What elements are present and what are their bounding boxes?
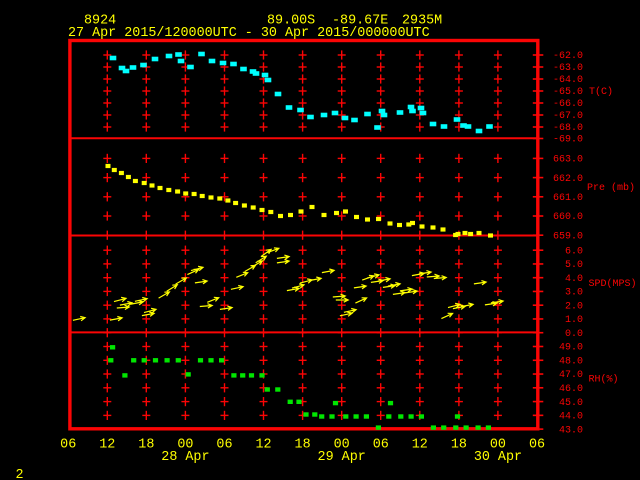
svg-text:-68.0: -68.0 xyxy=(553,123,583,134)
svg-text:5.0: 5.0 xyxy=(565,260,583,271)
svg-text:2.0: 2.0 xyxy=(565,301,583,312)
svg-text:RH(%): RH(%) xyxy=(589,374,619,386)
svg-text:30 Apr: 30 Apr xyxy=(474,450,522,465)
svg-text:28 Apr: 28 Apr xyxy=(161,450,209,465)
svg-text:3.0: 3.0 xyxy=(565,288,583,299)
svg-text:00: 00 xyxy=(490,438,506,453)
svg-text:89.00S: 89.00S xyxy=(267,14,315,29)
svg-text:00: 00 xyxy=(177,438,193,453)
svg-text:18: 18 xyxy=(295,438,311,453)
svg-text:-69.0: -69.0 xyxy=(553,135,583,146)
svg-text:2935M: 2935M xyxy=(402,14,442,29)
svg-text:T(C): T(C) xyxy=(589,86,613,98)
svg-text:27 Apr 2015/120000UTC - 30 Apr: 27 Apr 2015/120000UTC - 30 Apr 2015/0000… xyxy=(68,26,430,41)
svg-text:43.0: 43.0 xyxy=(559,425,583,436)
svg-text:46.0: 46.0 xyxy=(559,384,583,395)
svg-text:659.0: 659.0 xyxy=(553,231,583,242)
svg-text:SPD(MPS): SPD(MPS) xyxy=(589,278,637,290)
svg-text:45.0: 45.0 xyxy=(559,398,583,409)
svg-text:06: 06 xyxy=(60,438,76,453)
svg-text:661.0: 661.0 xyxy=(553,193,583,204)
svg-text:2: 2 xyxy=(16,468,24,480)
svg-text:18: 18 xyxy=(138,438,154,453)
svg-text:660.0: 660.0 xyxy=(553,212,583,223)
svg-text:-67.0: -67.0 xyxy=(553,111,583,122)
svg-text:4.0: 4.0 xyxy=(565,274,583,285)
svg-text:00: 00 xyxy=(334,438,350,453)
svg-text:-65.0: -65.0 xyxy=(553,87,583,98)
svg-text:49.0: 49.0 xyxy=(559,343,583,354)
svg-text:-64.0: -64.0 xyxy=(553,75,583,86)
svg-text:-63.0: -63.0 xyxy=(553,63,583,74)
svg-text:06: 06 xyxy=(373,438,389,453)
svg-text:12: 12 xyxy=(255,438,271,453)
svg-text:-66.0: -66.0 xyxy=(553,99,583,110)
svg-text:12: 12 xyxy=(99,438,115,453)
svg-text:48.0: 48.0 xyxy=(559,356,583,367)
svg-text:-62.0: -62.0 xyxy=(553,51,583,62)
svg-text:47.0: 47.0 xyxy=(559,370,583,381)
svg-text:663.0: 663.0 xyxy=(553,155,583,166)
svg-text:0.0: 0.0 xyxy=(565,329,583,340)
svg-text:29 Apr: 29 Apr xyxy=(318,450,366,465)
svg-text:-89.67E: -89.67E xyxy=(332,14,388,29)
svg-text:06: 06 xyxy=(216,438,232,453)
svg-text:12: 12 xyxy=(412,438,428,453)
svg-text:8924: 8924 xyxy=(84,14,116,29)
svg-text:662.0: 662.0 xyxy=(553,174,583,185)
svg-text:1.0: 1.0 xyxy=(565,315,583,326)
svg-text:18: 18 xyxy=(451,438,467,453)
svg-text:Pre (mb): Pre (mb) xyxy=(587,182,635,194)
svg-text:44.0: 44.0 xyxy=(559,412,583,423)
svg-text:6.0: 6.0 xyxy=(565,246,583,257)
svg-text:06: 06 xyxy=(529,438,545,453)
